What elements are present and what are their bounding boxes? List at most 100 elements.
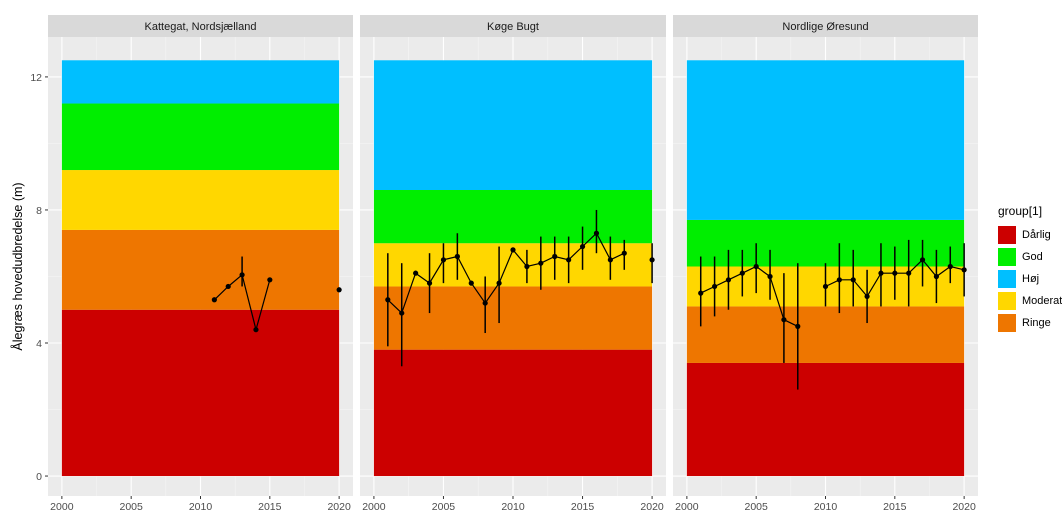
x-tick-label: 2015: [258, 501, 282, 513]
legend-label: Moderat: [1022, 295, 1062, 307]
x-tick-label: 2010: [189, 501, 213, 513]
data-point: [413, 270, 419, 276]
series-line: [387, 232, 625, 315]
legend-item: Dårlig: [998, 224, 1062, 246]
data-point: [225, 283, 231, 290]
data-point: [385, 297, 391, 303]
status-band: [686, 60, 965, 220]
data-point: [795, 323, 801, 329]
x-tick-label: 2015: [571, 501, 595, 513]
facet-strip: [673, 15, 978, 37]
status-band: [373, 60, 653, 190]
x-tick-label: 2005: [120, 501, 144, 513]
data-point: [607, 257, 613, 263]
legend-item: Høj: [998, 268, 1062, 290]
data-point: [239, 272, 245, 278]
data-point: [767, 273, 773, 280]
status-band: [61, 170, 340, 230]
data-point: [267, 277, 273, 283]
x-tick-label: 2000: [675, 501, 699, 513]
legend-label: God: [1022, 251, 1043, 263]
data-point: [864, 293, 870, 300]
facet-panel: Kattegat, Nordsjælland 2000 2005 2010 2015 20…: [48, 15, 353, 513]
data-point: [454, 253, 460, 260]
legend-item: Ringe: [998, 312, 1062, 334]
facet-strip: [48, 15, 353, 37]
legend-key: [998, 270, 1016, 288]
data-point: [426, 280, 433, 286]
facet-panel: Køge Bugt 2000 2005 2010 2015 2020: [360, 15, 666, 513]
status-band: [61, 103, 340, 171]
data-point: [211, 297, 217, 303]
status-band: [373, 286, 653, 350]
data-point: [892, 270, 898, 276]
legend-item: God: [998, 246, 1062, 268]
legend-label: Dårlig: [1022, 229, 1051, 241]
data-point: [919, 257, 926, 263]
data-point: [468, 280, 474, 286]
data-point: [836, 277, 842, 283]
data-point: [538, 260, 544, 266]
data-point: [593, 230, 600, 236]
y-axis-title: Ålegræs hovedudbredelse (m): [10, 182, 25, 350]
x-tick-label: 2020: [327, 501, 351, 513]
status-band: [686, 219, 965, 267]
facet-title: Køge Bugt: [487, 21, 539, 33]
status-band: [686, 362, 965, 477]
x-tick-label: 2015: [883, 501, 907, 513]
legend-key: [998, 314, 1016, 332]
data-point: [753, 263, 759, 270]
data-point: [510, 247, 516, 253]
data-point: [579, 243, 586, 250]
legend-label: Høj: [1022, 273, 1040, 285]
facet-title: Nordlige Øresund: [782, 21, 868, 33]
x-tick-label: 2020: [640, 501, 664, 513]
status-band: [61, 229, 340, 310]
legend-title: group[1]: [998, 204, 1043, 218]
x-tick-label: 2010: [501, 501, 525, 513]
data-point: [566, 257, 572, 263]
data-point: [552, 253, 558, 260]
data-point: [933, 273, 940, 280]
status-band: [373, 190, 653, 244]
data-point: [878, 270, 884, 276]
x-tick-label: 2000: [362, 501, 386, 513]
legend-key: [998, 292, 1016, 310]
facet-strip: [360, 15, 666, 37]
status-band: [686, 306, 965, 363]
data-point: [906, 270, 912, 276]
data-point: [739, 270, 745, 276]
facet-title: Kattegat, Nordsjælland: [145, 21, 257, 33]
data-point: [698, 290, 704, 296]
data-point: [496, 280, 502, 286]
legend-label: Ringe: [1022, 317, 1051, 329]
data-point: [850, 277, 856, 283]
legend-item: Moderat: [998, 290, 1062, 312]
data-point: [482, 300, 488, 306]
status-band: [61, 60, 340, 104]
data-point: [725, 277, 732, 283]
data-point: [621, 250, 627, 256]
data-point: [440, 257, 447, 263]
data-point: [947, 263, 953, 270]
y-tick-label: 4: [36, 338, 42, 350]
data-point: [781, 317, 787, 323]
status-band: [61, 309, 340, 477]
data-point: [399, 310, 405, 316]
data-point: [336, 287, 342, 293]
x-tick-label: 2020: [952, 501, 976, 513]
x-tick-label: 2010: [814, 501, 838, 513]
legend-key: [998, 248, 1016, 266]
x-tick-label: 2005: [745, 501, 769, 513]
data-point: [961, 267, 967, 273]
legend-key: [998, 226, 1016, 244]
y-tick-label: 8: [36, 205, 42, 217]
data-point: [253, 327, 259, 333]
data-point: [649, 257, 655, 263]
status-band: [373, 349, 653, 477]
y-tick-label: 0: [36, 471, 42, 483]
x-tick-label: 2000: [50, 501, 74, 513]
x-tick-label: 2005: [432, 501, 456, 513]
data-point: [822, 283, 829, 290]
